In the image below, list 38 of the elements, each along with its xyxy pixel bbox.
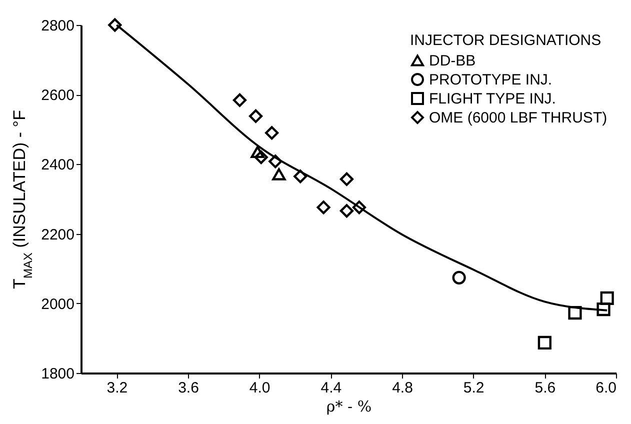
legend-title: INJECTOR DESIGNATIONS	[410, 32, 602, 49]
legend-label: OME (6000 LBF THRUST)	[429, 110, 608, 126]
y-tick-label: 2200	[41, 226, 74, 244]
point	[254, 150, 268, 164]
x-tick-label: 4.0	[249, 380, 270, 396]
point	[232, 93, 247, 107]
point	[340, 172, 354, 186]
x-tick-label: 3.6	[178, 380, 199, 396]
point	[452, 270, 466, 284]
y-tick-label: 2400	[41, 156, 74, 174]
x-tick-label: 5.6	[534, 380, 556, 396]
y-tick-label: 2600	[41, 87, 74, 104]
legend-label: DD-BB	[429, 52, 476, 70]
x-tick-label: 3.2	[106, 380, 128, 396]
y-tick-label: 2800	[41, 18, 74, 34]
point	[272, 168, 286, 180]
point	[568, 306, 582, 320]
point	[250, 146, 264, 158]
x-tick-label: 4.8	[392, 380, 413, 396]
y-tick-label: 1800	[41, 366, 74, 382]
y-tick-label: 2000	[41, 296, 74, 313]
point	[265, 126, 279, 140]
x-tick-label: 4.4	[320, 380, 342, 396]
point	[316, 200, 330, 214]
point	[340, 204, 354, 218]
legend-label: PROTOTYPE INJ.	[429, 72, 552, 88]
point	[294, 170, 308, 184]
point	[108, 18, 122, 32]
point	[600, 291, 614, 305]
x-tick-label: 6.0	[596, 380, 616, 396]
point	[538, 336, 552, 350]
point	[352, 200, 366, 214]
point	[248, 109, 263, 123]
x-axis-title: ρ* - %	[326, 398, 372, 416]
point	[596, 302, 610, 316]
x-tick-label: 5.2	[463, 380, 484, 396]
legend-label: FLIGHT TYPE INJ.	[429, 90, 556, 108]
point	[268, 154, 282, 168]
